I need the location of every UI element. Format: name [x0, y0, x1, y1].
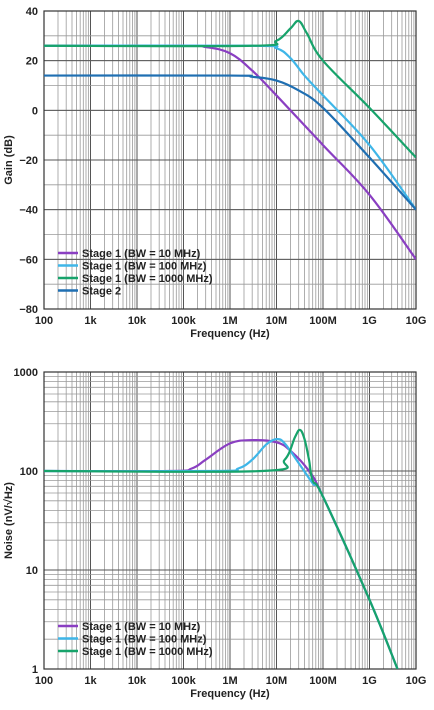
y-tick-label: 20: [26, 56, 38, 68]
x-tick-label: 100k: [171, 315, 196, 327]
x-tick-label: 10G: [406, 315, 427, 327]
y-tick-label: −80: [19, 304, 38, 316]
x-tick-label: 100M: [309, 675, 337, 687]
series-line-3: [44, 428, 399, 669]
x-tick-label: 10G: [406, 675, 427, 687]
legend: Stage 1 (BW = 10 MHz)Stage 1 (BW = 100 M…: [58, 621, 213, 658]
x-tick-label: 1G: [362, 675, 377, 687]
legend-label: Stage 1 (BW = 10 MHz): [82, 248, 201, 260]
y-tick-label: −60: [19, 254, 38, 266]
x-tick-label: 100k: [171, 675, 196, 687]
plot-frame: [43, 371, 417, 670]
grid: [43, 371, 417, 670]
chart-1: 100 1k 10k 100k 1M 10M 100M 1G 10G 40 20 0 −20 −40 −60…: [3, 6, 426, 340]
x-axis-title: Frequency (Hz): [190, 328, 270, 340]
x-axis-title: Frequency (Hz): [190, 688, 270, 700]
y-tick-label: −20: [19, 155, 38, 167]
y-tick-label: 0: [32, 105, 38, 117]
y-tick-label: 1000: [14, 367, 38, 379]
grid: [43, 10, 417, 310]
series-group: [44, 19, 416, 260]
series-line-4: [44, 74, 416, 211]
legend: Stage 1 (BW = 10 MHz)Stage 1 (BW = 100 M…: [58, 248, 213, 298]
x-tick-label: 100: [35, 675, 53, 687]
chart-2: 100 1k 10k 100k 1M 10M 100M 1G 10G 1000 100 10 1 Freq…: [3, 367, 426, 700]
legend-label: Stage 1 (BW = 10 MHz): [82, 621, 201, 633]
x-tick-label: 1M: [222, 315, 237, 327]
x-tick-label: 1G: [362, 315, 377, 327]
legend-label: Stage 1 (BW = 1000 MHz): [82, 273, 213, 285]
x-tick-label: 10k: [128, 315, 147, 327]
legend-label: Stage 1 (BW = 1000 MHz): [82, 646, 213, 658]
x-tick-label: 100M: [309, 315, 337, 327]
y-tick-label: −40: [19, 205, 38, 217]
y-axis-title: Noise (nV/√Hz): [3, 482, 15, 559]
legend-label: Stage 1 (BW = 100 MHz): [82, 261, 207, 273]
x-tick-label: 1k: [84, 675, 97, 687]
x-tick-label: 1M: [222, 675, 237, 687]
legend-label: Stage 1 (BW = 100 MHz): [82, 634, 207, 646]
x-tick-label: 10k: [128, 675, 147, 687]
y-tick-label: 40: [26, 6, 38, 18]
plot-frame: [43, 10, 417, 310]
series-group: [44, 428, 399, 669]
y-axis-title: Gain (dB): [3, 135, 15, 185]
x-tick-label: 10M: [266, 315, 287, 327]
x-tick-label: 1k: [84, 315, 97, 327]
y-tick-label: 1: [32, 664, 38, 676]
series-line-3: [44, 19, 416, 159]
legend-label: Stage 2: [82, 286, 121, 298]
x-tick-label: 10M: [266, 675, 287, 687]
y-tick-label: 100: [20, 466, 38, 478]
x-tick-label: 100: [35, 315, 53, 327]
y-tick-label: 10: [26, 565, 38, 577]
